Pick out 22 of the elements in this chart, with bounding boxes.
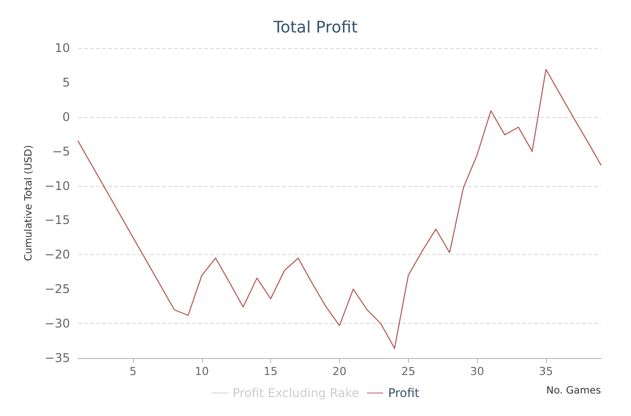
chart-title: Total Profit [272,18,358,36]
y-tick-label: −35 [44,351,70,365]
y-tick-label: 0 [62,110,70,124]
x-tick-label: 10 [194,365,209,378]
x-tick-label: 15 [264,365,278,378]
y-axis-title: Cumulative Total (USD) [23,144,34,261]
x-tick-label: 30 [470,365,484,378]
x-axis-title: No. Games [546,386,601,396]
legend-label: Profit [388,386,420,400]
line-series [78,68,602,349]
x-tick-label: 20 [332,365,346,378]
x-tick-label: 35 [538,365,553,378]
y-tick-label: −10 [44,178,70,193]
y-tick-label: −25 [44,282,70,296]
y-tick-label: −15 [44,213,70,228]
y-tick-label: 5 [62,75,70,90]
y-tick-label: −5 [52,144,70,158]
y-tick-label: 10 [54,41,70,55]
y-tick-label: −20 [44,248,70,262]
y-tick-label: −30 [44,316,70,331]
x-tick-label: 25 [401,365,416,378]
x-tick-label: 5 [130,365,137,378]
